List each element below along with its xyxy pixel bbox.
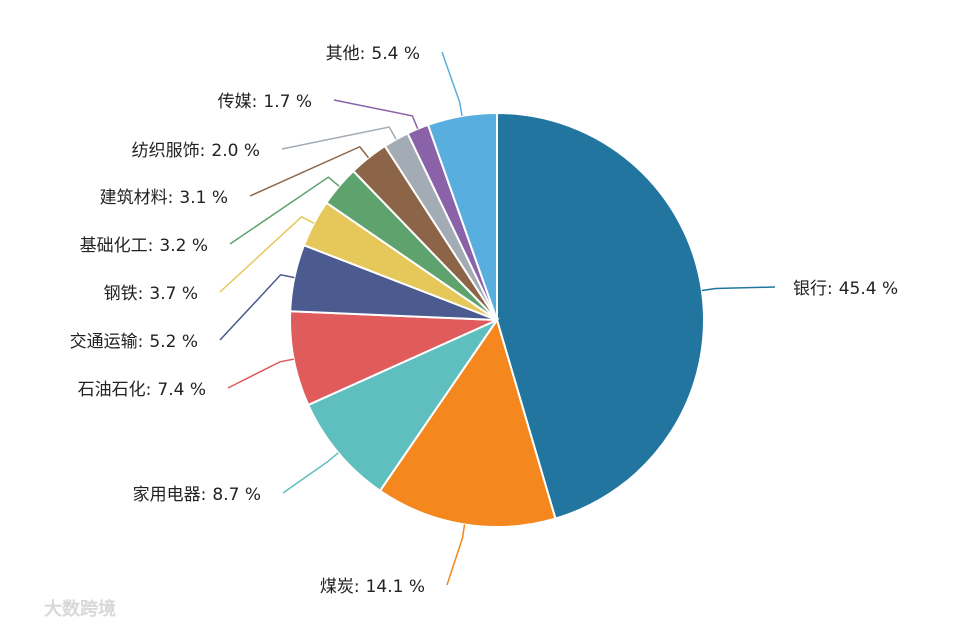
data-label: 煤炭: 14.1 % — [320, 577, 425, 597]
label-value: 1.7 % — [263, 92, 312, 112]
label-name: 交通运输 — [70, 332, 138, 352]
label-name: 钢铁 — [104, 284, 138, 304]
label-separator: : — [146, 380, 152, 400]
leader-line — [249, 145, 370, 197]
label-separator: : — [827, 279, 833, 299]
label-separator: : — [201, 485, 207, 505]
label-value: 3.2 % — [159, 236, 208, 256]
label-separator: : — [138, 284, 144, 304]
leader-line — [219, 215, 315, 293]
label-value: 7.4 % — [157, 380, 206, 400]
label-name: 基础化工 — [80, 236, 148, 256]
label-value: 3.7 % — [149, 284, 198, 304]
data-label: 传媒: 1.7 % — [218, 92, 312, 112]
pie-slice — [289, 310, 498, 407]
pie-slice — [306, 317, 500, 493]
label-name: 纺织服饰 — [132, 141, 200, 161]
label-name: 石油石化 — [78, 380, 146, 400]
leader-line — [441, 51, 463, 117]
label-value: 3.1 % — [179, 188, 228, 208]
label-value: 5.2 % — [149, 332, 198, 352]
leader-line — [701, 286, 776, 292]
label-value: 5.4 % — [371, 44, 420, 64]
leader-line — [281, 126, 397, 150]
label-name: 银行 — [793, 279, 827, 299]
label-separator: : — [360, 44, 366, 64]
label-separator: : — [148, 236, 154, 256]
label-separator: : — [138, 332, 144, 352]
label-name: 传媒 — [218, 92, 252, 112]
data-label: 建筑材料: 3.1 % — [100, 188, 228, 208]
watermark: 大数跨境 — [44, 598, 116, 620]
data-label: 其他: 5.4 % — [326, 44, 420, 64]
label-value: 14.1 % — [366, 577, 425, 597]
data-label: 钢铁: 3.7 % — [104, 284, 198, 304]
data-label: 银行: 45.4 % — [793, 279, 898, 299]
leader-line — [229, 176, 340, 245]
label-name: 建筑材料 — [100, 188, 168, 208]
leader-line — [282, 452, 339, 494]
label-separator: : — [252, 92, 258, 112]
leader-line — [446, 524, 466, 586]
leader-line — [227, 358, 294, 389]
data-label: 纺织服饰: 2.0 % — [132, 141, 260, 161]
leader-line — [333, 99, 419, 130]
label-separator: : — [200, 141, 206, 161]
label-separator: : — [168, 188, 174, 208]
label-name: 煤炭 — [320, 577, 354, 597]
data-label: 家用电器: 8.7 % — [133, 485, 261, 505]
label-separator: : — [354, 577, 360, 597]
data-label: 石油石化: 7.4 % — [78, 380, 206, 400]
leader-line — [219, 273, 295, 341]
label-name: 其他 — [326, 44, 360, 64]
data-label: 交通运输: 5.2 % — [70, 332, 198, 352]
label-value: 2.0 % — [211, 141, 260, 161]
label-value: 45.4 % — [839, 279, 898, 299]
label-value: 8.7 % — [212, 485, 261, 505]
data-label: 基础化工: 3.2 % — [80, 236, 208, 256]
label-name: 家用电器 — [133, 485, 201, 505]
